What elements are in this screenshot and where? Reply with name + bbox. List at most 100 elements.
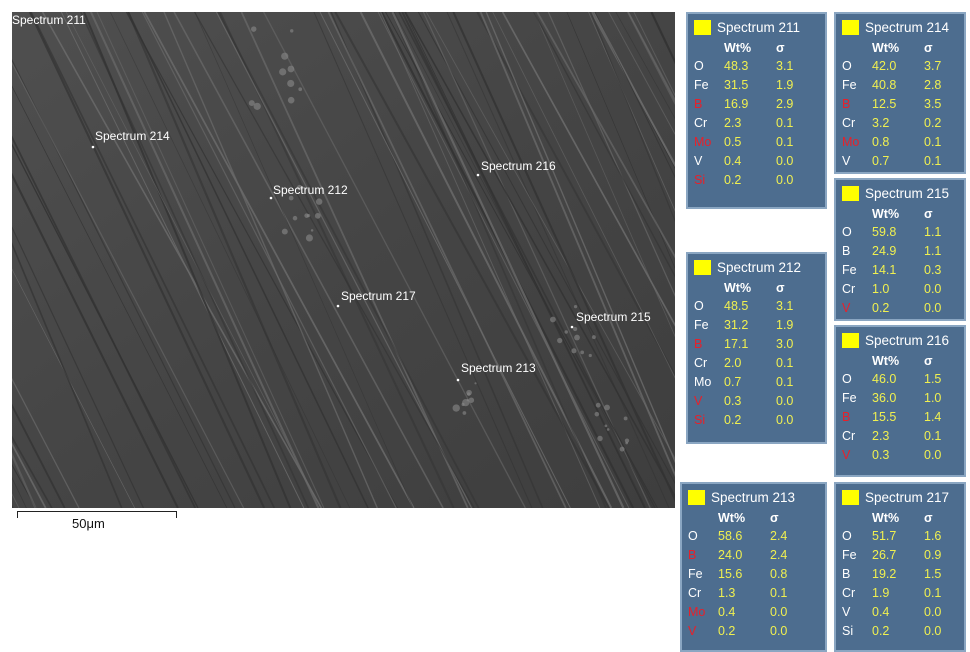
particle [288,97,295,104]
wt-cell: 0.5 [724,132,776,151]
particle [469,397,474,402]
color-swatch [694,20,711,35]
particle [607,428,610,431]
wt-cell: 2.3 [724,113,776,132]
color-swatch [688,490,705,505]
element-row: B24.91.1 [842,241,958,260]
particle [624,417,628,421]
header-cell: Wt% [724,280,776,296]
element-cell: O [842,56,872,75]
sigma-cell: 3.0 [776,334,810,353]
sigma-cell: 1.0 [924,388,958,407]
panel-header: Spectrum 214 [836,14,964,40]
particle [304,213,309,218]
spectrum-point [457,379,460,382]
element-cell: O [842,369,872,388]
element-cell: V [694,391,724,410]
sigma-cell: 0.1 [776,113,810,132]
element-cell: Fe [842,260,872,279]
sigma-cell: 1.5 [924,369,958,388]
particle [254,103,261,110]
header-cell: Wt% [718,510,770,526]
header-cell: σ [924,206,958,222]
element-row: V0.40.0 [842,602,958,621]
element-row: O51.71.6 [842,526,958,545]
element-cell: Fe [842,545,872,564]
element-cell: Cr [694,353,724,372]
particle [461,403,464,406]
element-row: O48.33.1 [694,56,810,75]
particle [467,399,469,401]
wt-cell: 40.8 [872,75,924,94]
element-row: V0.40.0 [694,151,810,170]
particle [290,29,293,32]
spectrum-label: Spectrum 216 [481,159,556,173]
element-cell: O [694,296,724,315]
panel-title: Spectrum 211 [717,20,800,35]
panel-title: Spectrum 213 [711,490,795,505]
element-cell: Si [842,621,872,640]
particle [589,354,592,357]
element-cell: V [842,298,872,317]
spectrum-label: Spectrum 211 [12,13,86,27]
spectrum-panel: Spectrum 212Wt%σO48.53.1Fe31.21.9B17.13.… [686,252,827,444]
particle [573,327,577,331]
header-cell [842,40,872,56]
header-cell: Wt% [872,353,924,369]
spectrum-table: Wt%σO48.53.1Fe31.21.9B17.13.0Cr2.00.1Mo0… [694,280,810,429]
sigma-cell: 1.1 [924,222,958,241]
element-cell: Cr [842,583,872,602]
sigma-cell: 0.0 [924,602,958,621]
element-row: V0.70.1 [842,151,958,170]
wt-cell: 0.8 [872,132,924,151]
spectrum-point [571,326,574,329]
spectrum-panel: Spectrum 217Wt%σO51.71.6Fe26.70.9B19.21.… [834,482,966,652]
color-swatch [842,333,859,348]
element-row: B24.02.4 [688,545,804,564]
header-cell: Wt% [872,40,924,56]
element-cell: O [694,56,724,75]
wt-cell: 26.7 [872,545,924,564]
element-cell: Fe [688,564,718,583]
element-row: Fe14.10.3 [842,260,958,279]
spectrum-table: Wt%σO42.03.7Fe40.82.8B12.53.5Cr3.20.2Mo0… [842,40,958,170]
panel-header: Spectrum 212 [688,254,825,280]
particle [287,80,294,87]
wt-cell: 36.0 [872,388,924,407]
sigma-cell: 3.1 [776,56,810,75]
particle [466,390,472,396]
panel-header: Spectrum 213 [682,484,825,510]
element-row: Cr2.00.1 [694,353,810,372]
spectrum-panel: Spectrum 216Wt%σO46.01.5Fe36.01.0B15.51.… [834,325,966,477]
particle [453,404,460,411]
panel-header: Spectrum 215 [836,180,964,206]
header-cell [688,510,718,526]
sigma-cell: 2.8 [924,75,958,94]
panel-header: Spectrum 211 [688,14,825,40]
spectrum-point [337,305,340,308]
spectrum-point [270,197,273,200]
sigma-cell: 0.9 [924,545,958,564]
particle [281,53,288,60]
header-row: Wt%σ [842,206,958,222]
wt-cell: 0.4 [872,602,924,621]
sigma-cell: 0.1 [924,132,958,151]
element-row: Mo0.70.1 [694,372,810,391]
particle [311,229,314,232]
particle [595,412,600,417]
sigma-cell: 0.0 [776,170,810,189]
particle [288,66,295,73]
header-row: Wt%σ [842,353,958,369]
sigma-cell: 0.0 [924,298,958,317]
sigma-cell: 0.0 [770,602,804,621]
